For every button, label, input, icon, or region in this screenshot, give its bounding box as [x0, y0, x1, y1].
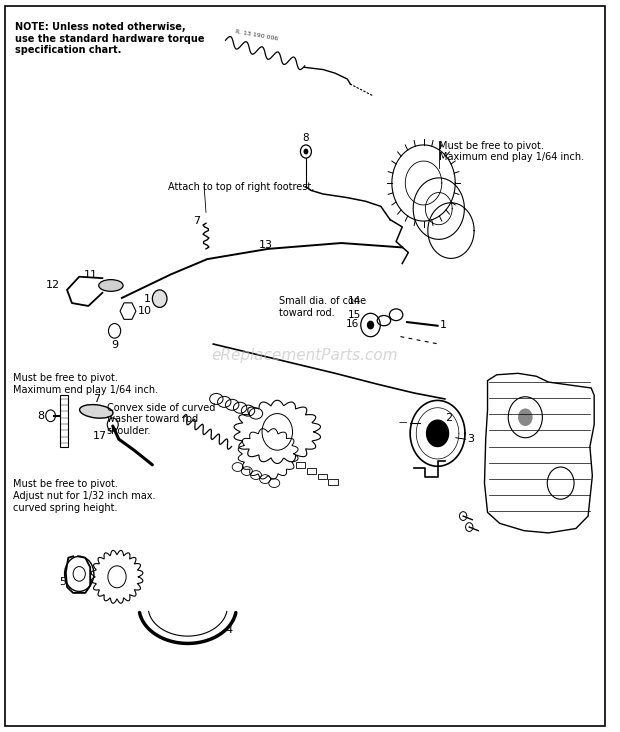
Text: NOTE: Unless noted otherwise,
use the standard hardware torque
specification cha: NOTE: Unless noted otherwise, use the st…	[16, 22, 205, 55]
Text: —: —	[399, 419, 407, 427]
Text: 14: 14	[348, 296, 361, 306]
Ellipse shape	[99, 280, 123, 291]
Text: Must be free to pivot.
Adjust nut for 1/32 inch max.
curved spring height.: Must be free to pivot. Adjust nut for 1/…	[14, 479, 156, 512]
Circle shape	[153, 290, 167, 307]
Text: 1: 1	[440, 320, 447, 330]
Text: Must be free to pivot.
Maximum end play 1/64 inch.: Must be free to pivot. Maximum end play …	[14, 373, 159, 395]
Text: 16: 16	[347, 318, 360, 329]
Text: 7: 7	[93, 394, 100, 404]
Circle shape	[303, 149, 308, 154]
Text: 15: 15	[348, 310, 361, 320]
Text: 17: 17	[92, 430, 107, 441]
Circle shape	[367, 321, 374, 329]
Text: Convex side of curved
washer toward rod
shoulder.: Convex side of curved washer toward rod …	[107, 403, 215, 436]
Text: 2: 2	[445, 413, 452, 423]
Bar	[306, 468, 316, 474]
Polygon shape	[427, 420, 448, 447]
Text: 12: 12	[46, 280, 60, 291]
Bar	[329, 479, 338, 485]
Text: 8: 8	[37, 411, 44, 421]
Text: Attach to top of right footrest.: Attach to top of right footrest.	[167, 182, 314, 192]
Text: 4: 4	[226, 624, 232, 635]
Bar	[296, 462, 304, 468]
Text: 9: 9	[111, 340, 118, 351]
Text: R. 13 190 006: R. 13 190 006	[234, 29, 278, 41]
Text: eReplacementParts.com: eReplacementParts.com	[211, 348, 398, 362]
Text: 8: 8	[303, 133, 309, 143]
Text: 3: 3	[467, 434, 474, 444]
Text: 5: 5	[59, 577, 66, 587]
Text: 7: 7	[193, 216, 200, 226]
Text: 10: 10	[138, 306, 152, 316]
Text: Small dia. of cone
toward rod.: Small dia. of cone toward rod.	[279, 296, 366, 318]
Text: Must be free to pivot.
Maximum end play 1/64 inch.: Must be free to pivot. Maximum end play …	[439, 141, 584, 163]
Text: 11: 11	[84, 269, 97, 280]
Text: 13: 13	[259, 240, 273, 250]
Bar	[317, 474, 327, 479]
Text: 1: 1	[144, 294, 151, 304]
Ellipse shape	[79, 405, 113, 418]
Circle shape	[518, 408, 533, 426]
